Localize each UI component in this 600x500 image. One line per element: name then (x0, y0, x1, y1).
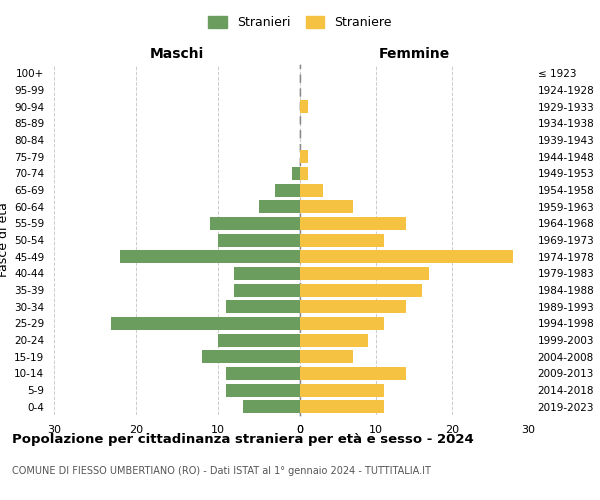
Bar (300, 217, 406, 230)
Bar (242, 400, 300, 413)
Bar (300, 167, 308, 180)
Bar (202, 350, 300, 363)
Bar (226, 384, 300, 396)
Bar (300, 184, 323, 196)
Bar (300, 367, 406, 380)
Bar (218, 234, 300, 246)
Bar (300, 300, 406, 313)
Y-axis label: Fasce di età: Fasce di età (0, 202, 10, 278)
Bar (300, 250, 513, 263)
Bar (300, 400, 383, 413)
Bar (300, 317, 383, 330)
Bar (300, 150, 308, 163)
Bar (226, 367, 300, 380)
Text: Popolazione per cittadinanza straniera per età e sesso - 2024: Popolazione per cittadinanza straniera p… (12, 432, 474, 446)
Bar (235, 267, 300, 280)
Text: COMUNE DI FIESSO UMBERTIANO (RO) - Dati ISTAT al 1° gennaio 2024 - TUTTITALIA.IT: COMUNE DI FIESSO UMBERTIANO (RO) - Dati … (12, 466, 431, 476)
Bar (259, 200, 300, 213)
Title: Maschi: Maschi (150, 47, 204, 61)
Bar (218, 334, 300, 346)
Bar (300, 267, 429, 280)
Bar (300, 334, 368, 346)
Bar (300, 100, 308, 113)
Bar (235, 284, 300, 296)
Bar (300, 284, 422, 296)
Bar (112, 317, 300, 330)
Bar (300, 200, 353, 213)
Bar (300, 384, 383, 396)
Title: Femmine: Femmine (379, 47, 449, 61)
Bar (275, 184, 300, 196)
Bar (292, 167, 300, 180)
Legend: Stranieri, Straniere: Stranieri, Straniere (203, 11, 397, 34)
Bar (210, 217, 300, 230)
Bar (300, 350, 353, 363)
Bar (300, 234, 383, 246)
Bar (119, 250, 300, 263)
Bar (226, 300, 300, 313)
